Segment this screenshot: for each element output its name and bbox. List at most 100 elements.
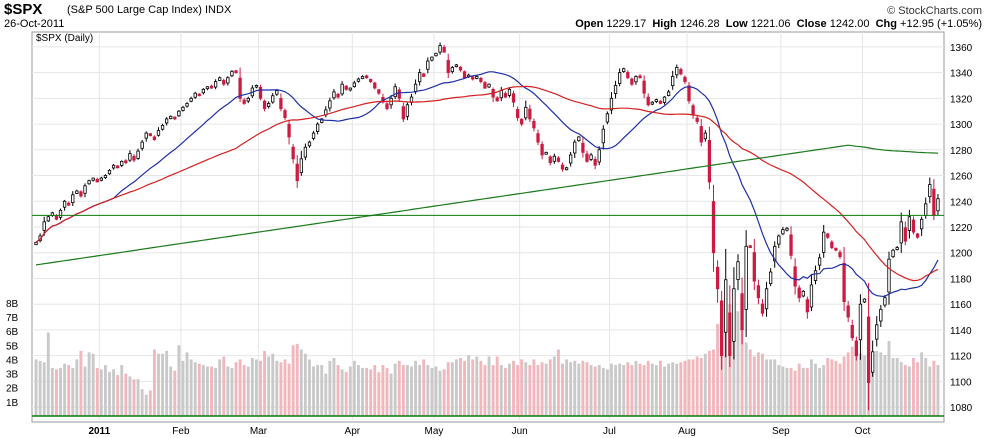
candle-body [369, 79, 373, 83]
volume-bar [120, 365, 124, 416]
volume-bar [357, 365, 360, 416]
price-tick-label: 1300 [950, 120, 973, 131]
volume-bar [748, 349, 752, 416]
candle-body [454, 64, 459, 68]
volume-bar [116, 374, 120, 416]
volume-bar [189, 359, 193, 416]
volume-bar [177, 345, 181, 416]
candle-body [275, 90, 279, 95]
candle-body [548, 156, 552, 164]
chart-date: 26-Oct-2011 [4, 18, 65, 30]
volume-bar [659, 360, 662, 416]
month-label: 2011 [88, 426, 110, 437]
volume-bar [752, 356, 756, 416]
volume-bar [140, 389, 144, 416]
volume-bar [548, 359, 552, 416]
volume-bar [291, 345, 295, 416]
volume-bar [805, 367, 809, 416]
volume-bar [165, 350, 169, 416]
volume-bar [59, 367, 62, 416]
volume-bar [593, 366, 597, 416]
volume-bar [271, 353, 275, 416]
candle-body [675, 67, 679, 76]
candle-body [609, 97, 614, 111]
volume-bar [336, 365, 340, 416]
volume-bar [442, 369, 446, 416]
volume-bar [536, 365, 540, 416]
candle-body [540, 144, 544, 156]
candle-body [230, 70, 234, 77]
volume-bar [544, 363, 548, 416]
candle-body [805, 299, 810, 313]
volume-bar [438, 370, 442, 416]
volume-bar [622, 365, 626, 416]
candle-body [132, 155, 136, 161]
volume-bar [459, 358, 462, 416]
candle-body [283, 110, 287, 119]
volume-bar [99, 369, 103, 416]
volume-bar [842, 356, 846, 416]
change-value: +12.95 (+1.05%) [900, 18, 982, 30]
candle-body [442, 46, 446, 53]
candle-body [699, 126, 703, 143]
candle-body [687, 85, 691, 102]
volume-bar [381, 365, 385, 416]
candlesticks [34, 42, 940, 411]
volume-bar [822, 365, 826, 416]
candle-body [169, 115, 173, 119]
volume-tick-label: 4B [6, 355, 19, 366]
volume-bar [638, 363, 642, 416]
candle-body [617, 72, 622, 84]
volume-bar [214, 367, 218, 416]
open-label: Open [575, 18, 604, 30]
volume-bar [630, 365, 634, 416]
candle-body [356, 78, 361, 82]
volume-bar [234, 362, 238, 416]
candle-body [373, 82, 377, 89]
volume-bar [589, 365, 593, 416]
candle-body [732, 288, 736, 342]
candle-body [405, 104, 410, 117]
volume-bar [42, 362, 46, 416]
candle-body [854, 340, 858, 357]
candle-body [597, 149, 601, 163]
candle-body [666, 91, 671, 97]
candle-body [222, 79, 226, 85]
candle-body [573, 141, 577, 154]
candle-body [744, 245, 748, 310]
volume-bar [532, 359, 536, 416]
candle-body [589, 154, 593, 160]
candle-body [422, 73, 426, 77]
candle-body [34, 242, 38, 246]
volume-bar [434, 366, 438, 416]
candle-body [671, 76, 675, 87]
candle-body [328, 100, 332, 109]
candle-body [426, 60, 430, 70]
candle-body [801, 290, 805, 297]
candle-body [915, 233, 920, 238]
candle-body [883, 297, 887, 306]
candle-body [458, 66, 463, 71]
volume-bar [801, 367, 805, 416]
candle-body [658, 100, 663, 104]
volume-bar [634, 360, 638, 416]
candle-body [116, 165, 120, 169]
candle-body [932, 188, 936, 216]
volume-bar [769, 359, 773, 416]
volume-bar [777, 365, 781, 416]
candle-body [711, 201, 716, 254]
candle-body [813, 270, 818, 281]
candle-body [124, 160, 128, 164]
candle-body [911, 219, 916, 233]
volume-bar [932, 360, 936, 416]
volume-bar [210, 366, 213, 416]
exchange-label: INDX [205, 4, 232, 16]
candle-body [503, 93, 508, 98]
month-label: Apr [345, 426, 361, 437]
volume-bar [87, 352, 91, 416]
volume-bar [169, 366, 173, 416]
volume-bar [556, 349, 560, 416]
volume-bar [899, 362, 903, 416]
volume-bar [903, 365, 907, 416]
